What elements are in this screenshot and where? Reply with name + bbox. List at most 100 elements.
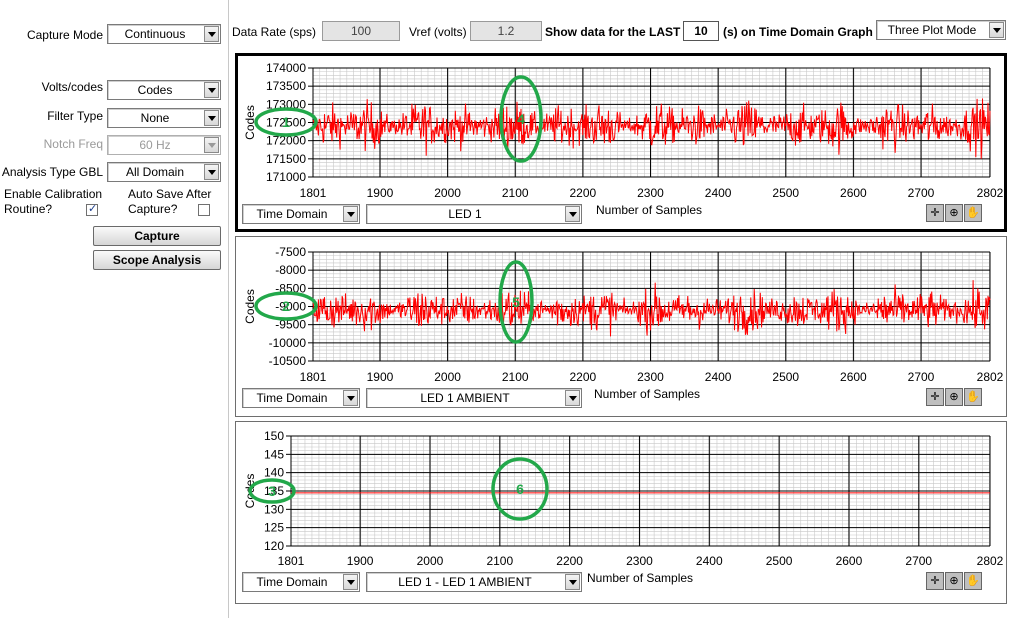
plot-1-domain-dropdown[interactable]: Time Domain — [242, 204, 360, 224]
plot-2-xlabel: Number of Samples — [594, 387, 701, 401]
chevron-down-icon[interactable] — [204, 164, 219, 180]
x-tick-label: 2700 — [908, 370, 935, 384]
y-tick-label: 172500 — [266, 116, 306, 130]
annotation-label: 3 — [268, 483, 276, 499]
plot-1-signal-dropdown[interactable]: LED 1 — [366, 204, 582, 224]
x-tick-label: 1801 — [278, 554, 305, 568]
y-tick-label: 135 — [264, 484, 284, 498]
y-tick-label: 171500 — [266, 152, 306, 166]
chevron-down-icon[interactable] — [989, 22, 1004, 38]
enable-calibration-label-2: Routine? — [4, 202, 53, 216]
y-tick-label: -9500 — [275, 318, 306, 332]
y-tick-label: -10500 — [269, 354, 307, 368]
y-tick-label: 173500 — [266, 79, 306, 93]
enable-calibration-checkbox[interactable] — [86, 202, 98, 216]
x-tick-label: 2500 — [766, 554, 793, 568]
x-tick-label: 2000 — [434, 370, 461, 384]
seconds-label: (s) on Time Domain Graph — [723, 25, 873, 39]
volts-codes-value: Codes — [137, 83, 173, 97]
plot-3-signal-dropdown[interactable]: LED 1 - LED 1 AMBIENT — [366, 572, 582, 592]
y-tick-label: -8000 — [275, 263, 306, 277]
data-rate-label: Data Rate (sps) — [232, 25, 317, 39]
x-tick-label: 2400 — [696, 554, 723, 568]
chevron-down-icon[interactable] — [204, 26, 219, 42]
y-tick-label: 174000 — [266, 61, 306, 75]
chevron-down-icon[interactable] — [565, 574, 580, 590]
x-tick-label: 2700 — [908, 186, 935, 200]
y-tick-label: -9000 — [275, 300, 306, 314]
annotation-circle — [254, 107, 318, 137]
zoom-icon[interactable]: ⊕ — [945, 572, 963, 590]
plot-3-domain-dropdown[interactable]: Time Domain — [242, 572, 360, 592]
chevron-down-icon[interactable] — [204, 82, 219, 98]
enable-calibration-label: Enable Calibration — [4, 187, 103, 201]
chevron-down-icon[interactable] — [343, 574, 358, 590]
x-tick-label: 2100 — [502, 370, 529, 384]
x-tick-label: 1900 — [367, 370, 394, 384]
x-tick-label: 2300 — [626, 554, 653, 568]
y-tick-label: 172000 — [266, 134, 306, 148]
y-axis-label: Codes — [243, 105, 257, 140]
chevron-down-icon[interactable] — [343, 206, 358, 222]
analysis-type-dropdown[interactable]: All Domain — [107, 162, 221, 182]
plot-2-signal-dropdown[interactable]: LED 1 AMBIENT — [366, 388, 582, 408]
x-tick-label: 2802 — [977, 554, 1004, 568]
plot-3-domain-value: Time Domain — [256, 575, 328, 589]
chevron-down-icon[interactable] — [204, 110, 219, 126]
x-tick-label: 2200 — [570, 186, 597, 200]
x-tick-label: 2600 — [836, 554, 863, 568]
x-tick-label: 2400 — [705, 370, 732, 384]
x-tick-label: 2400 — [705, 186, 732, 200]
filter-type-dropdown[interactable]: None — [107, 108, 221, 128]
analysis-type-label: Analysis Type GBL — [1, 165, 103, 179]
annotation-circle — [499, 75, 543, 163]
filter-type-label: Filter Type — [47, 109, 103, 123]
chevron-down-icon[interactable] — [565, 206, 580, 222]
y-tick-label: 130 — [264, 502, 284, 516]
y-tick-label: -10000 — [269, 336, 307, 350]
zoom-icon[interactable]: ⊕ — [945, 204, 963, 222]
plot-1-toolbar: ✛ ⊕ ✋ — [926, 204, 990, 222]
crosshair-icon[interactable]: ✛ — [926, 388, 944, 406]
crosshair-icon[interactable]: ✛ — [926, 572, 944, 590]
notch-freq-dropdown: 60 Hz — [107, 135, 221, 155]
volts-codes-dropdown[interactable]: Codes — [107, 80, 221, 100]
plot-mode-dropdown[interactable]: Three Plot Mode — [876, 20, 1006, 40]
x-tick-label: 2600 — [840, 370, 867, 384]
chevron-down-icon[interactable] — [565, 390, 580, 406]
plot-2-domain-dropdown[interactable]: Time Domain — [242, 388, 360, 408]
annotation-circle — [491, 457, 549, 521]
plot-panel-3 — [235, 421, 1007, 604]
zoom-icon[interactable]: ⊕ — [945, 388, 963, 406]
annotation-circle — [254, 291, 318, 321]
capture-mode-label: Capture Mode — [26, 28, 103, 42]
x-tick-label: 2100 — [486, 554, 513, 568]
plot-2-group: -7500-8000-8500-9000-9500-10000-10500180… — [243, 245, 1004, 384]
notch-freq-value: 60 Hz — [139, 138, 171, 152]
x-tick-label: 2700 — [905, 554, 932, 568]
pan-hand-icon[interactable]: ✋ — [964, 388, 982, 406]
pan-hand-icon[interactable]: ✋ — [964, 572, 982, 590]
plot-panel-1 — [235, 53, 1007, 232]
capture-button[interactable]: Capture — [93, 226, 221, 246]
annotation-label: 1 — [282, 114, 290, 130]
filter-type-value: None — [140, 111, 170, 125]
auto-save-checkbox[interactable] — [198, 204, 210, 216]
seconds-input[interactable]: 10 — [683, 21, 719, 41]
x-tick-label: 2300 — [637, 186, 664, 200]
crosshair-icon[interactable]: ✛ — [926, 204, 944, 222]
plot-1-xlabel: Number of Samples — [596, 203, 703, 217]
x-tick-label: 2600 — [840, 186, 867, 200]
x-tick-label: 2000 — [434, 186, 461, 200]
data-rate-value: 100 — [322, 21, 400, 41]
plot-3-xlabel: Number of Samples — [587, 571, 694, 585]
plot-1-signal-value: LED 1 — [448, 207, 482, 221]
chevron-down-icon[interactable] — [343, 390, 358, 406]
annotation-circle — [248, 478, 296, 504]
y-tick-label: 145 — [264, 447, 284, 461]
pan-hand-icon[interactable]: ✋ — [964, 204, 982, 222]
capture-mode-dropdown[interactable]: Continuous — [107, 24, 221, 44]
x-tick-label: 1900 — [367, 186, 394, 200]
scope-analysis-button[interactable]: Scope Analysis — [93, 250, 221, 270]
